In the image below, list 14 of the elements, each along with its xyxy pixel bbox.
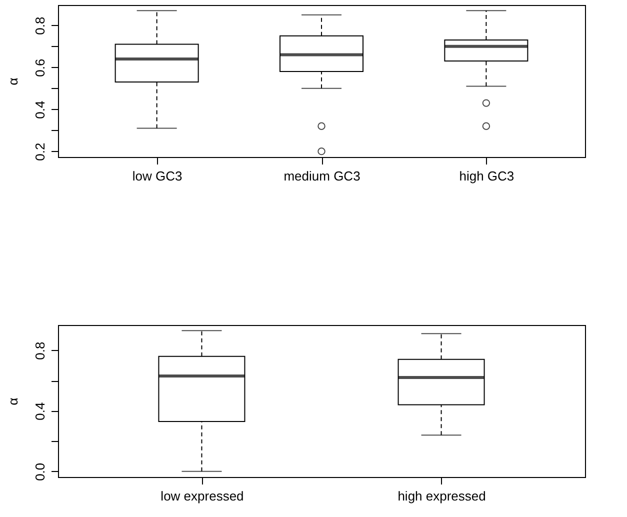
x-tick-label: low GC3 <box>132 168 182 184</box>
y-tick-label: 0.8 <box>32 342 48 360</box>
y-tick-label: 0.0 <box>32 462 48 481</box>
x-tick-label: low expressed <box>160 488 244 504</box>
y-axis-title: α <box>6 77 20 86</box>
y-tick-label: 0.2 <box>32 142 48 161</box>
x-tick-label: high expressed <box>398 488 486 504</box>
x-tick-label: high GC3 <box>459 168 514 184</box>
y-axis-title: α <box>6 397 20 406</box>
y-tick-label: 0.6 <box>32 58 48 77</box>
x-tick-label: medium GC3 <box>284 168 360 184</box>
y-tick-label: 0.4 <box>32 100 48 119</box>
y-tick-label: 0.4 <box>32 402 48 420</box>
y-tick-label: 0.8 <box>32 16 48 35</box>
